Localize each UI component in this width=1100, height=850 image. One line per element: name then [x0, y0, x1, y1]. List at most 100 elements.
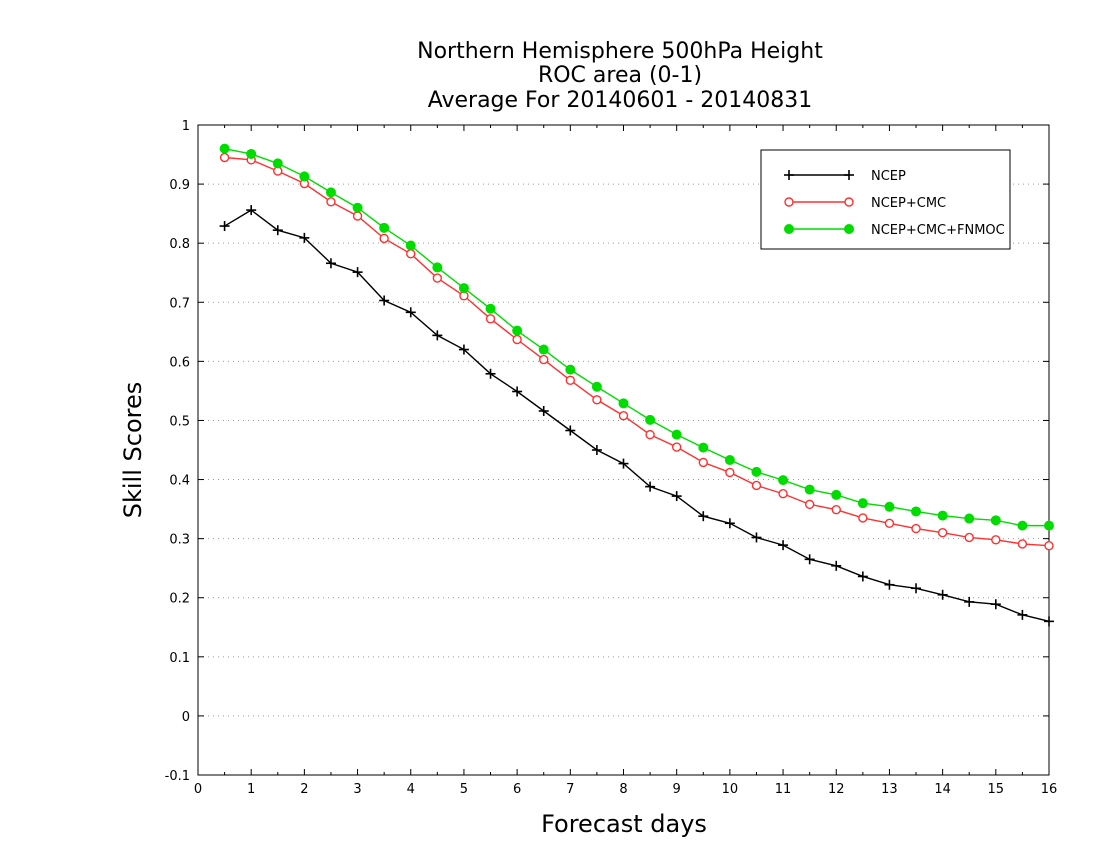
x-tick-label: 5: [460, 782, 468, 797]
data-point: [406, 249, 416, 259]
data-point: [645, 414, 656, 425]
x-tick-label: 7: [566, 782, 574, 797]
data-point: [858, 513, 868, 523]
legend-marker: [784, 197, 794, 207]
x-tick-label: 11: [775, 782, 792, 797]
data-point: [645, 481, 656, 492]
legend-marker: [844, 197, 854, 207]
data-point: [379, 233, 389, 244]
y-tick-label: 0.5: [169, 414, 190, 429]
data-point: [538, 344, 549, 355]
data-point: [485, 314, 496, 324]
series-ncep: [219, 205, 1054, 627]
data-point: [884, 518, 895, 528]
data-point: [618, 411, 629, 421]
x-tick-label: 8: [619, 782, 627, 797]
data-point: [911, 523, 921, 534]
data-point: [778, 475, 789, 486]
data-point: [325, 258, 336, 269]
data-point: [1017, 520, 1028, 531]
x-tick-label: 10: [722, 782, 739, 797]
data-point: [724, 455, 735, 466]
legend-label: NCEP: [871, 169, 906, 184]
x-tick-label: 3: [353, 782, 361, 797]
data-point: [591, 381, 602, 392]
legend-entry-ncep-cmc-fnmoc: NCEP+CMC+FNMOC: [784, 223, 1005, 238]
series-ncep-cmc-fnmoc: [219, 143, 1054, 531]
data-point: [751, 466, 762, 477]
legend-marker: [784, 170, 794, 180]
y-tick-label: 0.2: [169, 592, 190, 607]
gridlines: [198, 183, 1049, 717]
data-point: [485, 368, 496, 379]
data-point: [538, 406, 549, 416]
data-point: [804, 499, 815, 510]
data-point: [405, 307, 416, 318]
y-tick-label: 0.7: [169, 296, 190, 311]
legend-box: [760, 149, 1011, 250]
data-point: [1044, 520, 1054, 531]
y-axis: -0.1 0 0.1 0.2 0.3 0.4 0.5 0.6 0.7 0.8 0.9 1: [165, 119, 1049, 784]
data-point: [592, 395, 602, 405]
x-tick-label: 15: [988, 782, 1005, 797]
data-point: [299, 232, 310, 243]
data-point: [219, 152, 230, 163]
data-point: [884, 501, 895, 512]
legend-label: NCEP+CMC: [871, 196, 946, 211]
data-point: [325, 187, 336, 198]
data-point: [1017, 609, 1028, 620]
y-tick-label: -0.1: [165, 769, 190, 784]
chart-title-line-1: Northern Hemisphere 500hPa Height: [417, 39, 823, 64]
data-point: [565, 375, 576, 385]
chart-title-line-3: Average For 20140601 - 20140831: [428, 88, 813, 113]
data-point: [352, 211, 363, 221]
data-point: [1044, 616, 1054, 627]
data-point: [724, 518, 735, 529]
data-point: [512, 325, 523, 336]
series-ncep-cmc: [219, 152, 1054, 551]
y-tick-label: 0.8: [169, 237, 190, 252]
chart-title-line-2: ROC area (0-1): [538, 63, 702, 88]
data-point: [751, 480, 762, 491]
data-point: [219, 143, 230, 154]
data-point: [937, 589, 948, 600]
data-point: [565, 364, 576, 375]
data-point: [272, 225, 283, 236]
data-point: [937, 528, 948, 538]
y-tick-label: 0.6: [169, 355, 190, 370]
data-point: [778, 489, 788, 499]
data-point: [512, 334, 522, 345]
legend-entry-ncep-cmc: NCEP+CMC: [784, 196, 946, 211]
data-point: [857, 498, 868, 509]
data-point: [591, 445, 602, 455]
data-point: [219, 221, 230, 232]
data-point: [804, 554, 815, 565]
data-point: [618, 398, 629, 409]
data-point: [458, 283, 469, 294]
data-point: [379, 222, 390, 233]
data-point: [432, 262, 443, 273]
data-point: [964, 532, 974, 543]
x-tick-label: 13: [881, 782, 898, 797]
y-axis-label: Skill Scores: [119, 382, 147, 519]
data-point: [512, 386, 523, 397]
data-point: [857, 571, 868, 582]
data-point: [299, 171, 310, 182]
legend-marker: [784, 224, 794, 234]
data-point: [884, 579, 895, 590]
data-point: [725, 467, 735, 478]
data-point: [937, 510, 948, 521]
data-point: [698, 511, 709, 522]
data-point: [379, 295, 390, 306]
x-axis-label: Forecast days: [541, 810, 707, 838]
data-point: [831, 489, 842, 500]
x-tick-label: 9: [673, 782, 681, 797]
data-point: [911, 506, 922, 517]
data-point: [432, 330, 443, 341]
legend-marker: [844, 170, 854, 180]
data-point: [326, 197, 336, 207]
x-tick-label: 1: [247, 782, 255, 797]
legend-entry-ncep: NCEP: [784, 169, 906, 184]
data-point: [698, 442, 709, 453]
x-tick-label: 2: [300, 782, 308, 797]
